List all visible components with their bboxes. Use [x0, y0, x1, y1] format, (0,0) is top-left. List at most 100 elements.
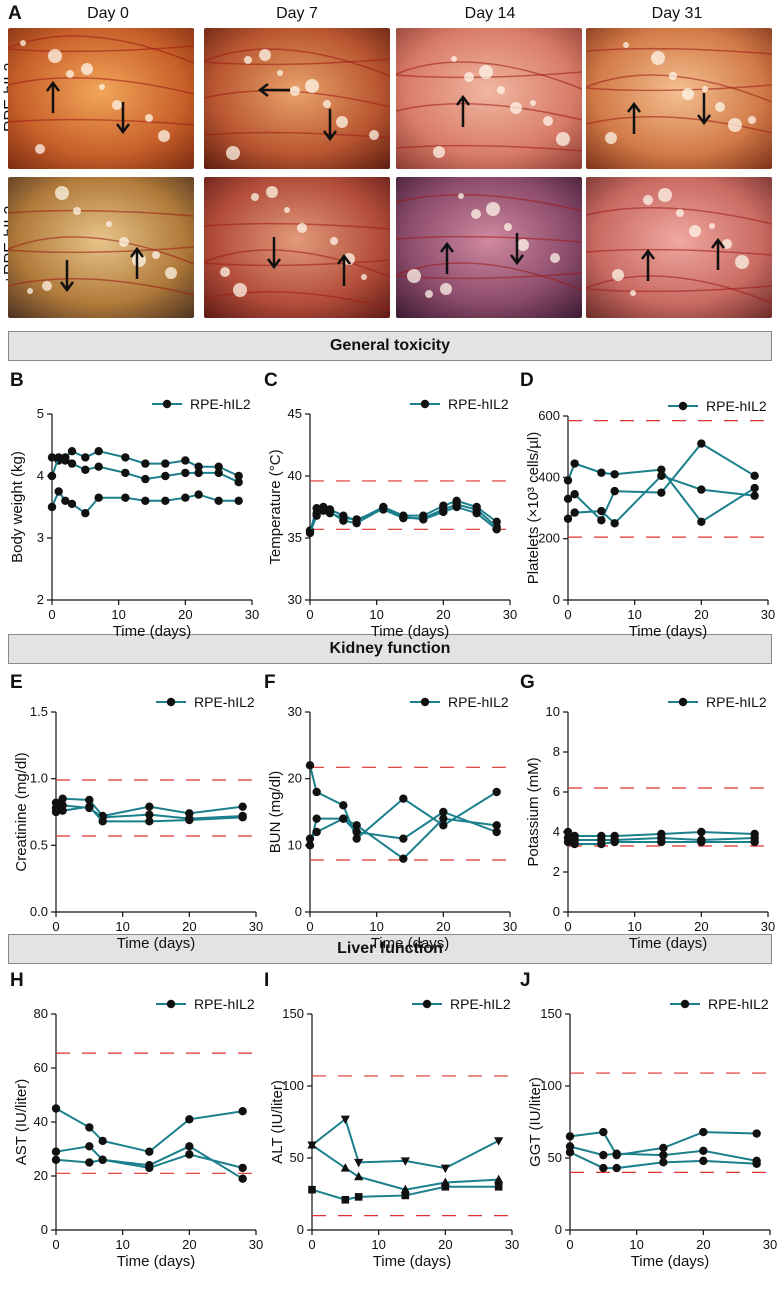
blood-vessel — [8, 118, 194, 126]
blood-vessel — [8, 35, 194, 64]
y-tick-label: 50 — [548, 1150, 562, 1165]
nodule — [290, 86, 300, 96]
nodule — [106, 221, 112, 227]
data-point — [697, 827, 706, 837]
nodule — [55, 186, 69, 200]
y-tick-label: 30 — [288, 704, 302, 719]
data-point — [697, 517, 706, 526]
data-point — [145, 802, 154, 811]
data-point — [570, 839, 579, 849]
day-label-0: Day 0 — [87, 5, 129, 22]
nodule — [669, 72, 677, 80]
nodule — [702, 86, 708, 92]
x-axis-label: Time (days) — [373, 1253, 452, 1270]
data-point — [94, 493, 103, 502]
blood-vessel — [396, 103, 582, 121]
data-point — [612, 1163, 621, 1173]
data-point — [98, 817, 107, 826]
legend-marker — [420, 697, 430, 707]
data-point — [58, 806, 67, 815]
arrow-up — [711, 237, 725, 270]
data-point — [352, 827, 361, 837]
nodule — [543, 116, 553, 126]
blood-vessel — [396, 235, 582, 243]
data-point — [339, 814, 348, 823]
y-tick-label: 1.0 — [30, 771, 48, 786]
data-point — [234, 471, 243, 481]
y-tick-label: 100 — [540, 1078, 562, 1093]
nodule — [471, 209, 481, 219]
data-point — [185, 815, 194, 825]
x-tick-label: 0 — [564, 919, 571, 934]
data-point — [85, 1123, 94, 1132]
data-point — [419, 515, 428, 524]
data-point — [161, 496, 170, 505]
series-line-1 — [569, 1131, 757, 1157]
y-axis-label: Body weight (kg) — [9, 451, 26, 563]
photo-background — [204, 177, 390, 318]
blood-vessel — [8, 278, 194, 296]
blood-vessel — [8, 209, 194, 217]
nodule — [464, 72, 474, 82]
nodule — [651, 51, 665, 65]
blood-vessel — [8, 236, 194, 265]
series-line-3 — [311, 1185, 499, 1201]
data-point — [657, 837, 666, 847]
data-point — [339, 516, 348, 525]
data-point — [597, 839, 606, 849]
nodule — [407, 269, 421, 283]
data-point — [54, 487, 63, 496]
series-line-2 — [55, 1145, 244, 1180]
data-point — [98, 1155, 107, 1164]
data-point — [194, 462, 203, 471]
data-point — [439, 807, 448, 817]
x-axis-label: Time (days) — [629, 623, 708, 640]
x-axis-label: Time (days) — [113, 623, 192, 640]
nodule — [297, 223, 307, 233]
blood-vessel — [204, 131, 390, 139]
data-point — [339, 801, 348, 810]
data-point — [308, 1185, 316, 1194]
y-tick-label: 10 — [288, 837, 302, 852]
y-axis-label: Platelets (×10³ cells/µl) — [525, 432, 542, 584]
data-point — [194, 468, 203, 478]
nodule — [630, 290, 636, 296]
nodule — [244, 56, 252, 64]
arrow-up — [627, 101, 641, 134]
data-point — [185, 1150, 194, 1159]
data-point — [399, 854, 408, 863]
data-point — [47, 453, 57, 462]
blood-vessel — [586, 207, 772, 225]
nodule — [361, 274, 367, 280]
nodule — [433, 146, 445, 158]
nodule — [35, 144, 45, 154]
blood-vessel — [586, 275, 772, 304]
blood-vessel — [396, 262, 582, 291]
panel-letter-e: E — [10, 672, 23, 693]
y-tick-label: 20 — [34, 1168, 48, 1183]
x-tick-label: 30 — [761, 919, 775, 934]
series-line-1 — [311, 1117, 500, 1170]
blood-vessel — [204, 48, 390, 77]
nodule — [623, 42, 629, 48]
data-point — [565, 1132, 575, 1141]
section-liver-function: Liver function — [8, 934, 772, 964]
arrow-left — [257, 83, 290, 97]
data-point — [354, 1193, 363, 1201]
nodule — [458, 193, 464, 199]
data-point — [352, 518, 361, 528]
blood-vessel — [586, 84, 772, 92]
y-tick-label: 150 — [282, 1006, 304, 1021]
legend-marker — [162, 399, 172, 409]
x-tick-label: 10 — [111, 607, 125, 622]
data-point — [439, 507, 448, 517]
nodule — [369, 130, 379, 140]
x-tick-label: 30 — [245, 607, 259, 622]
legend-label: RPE-hIL2 — [448, 396, 509, 412]
chart-d: D 0 200 400 600 0 10 20 30 Time (days) Platelets (… — [520, 370, 776, 640]
data-point — [341, 1195, 350, 1204]
photo-background — [8, 177, 194, 318]
x-tick-label: 20 — [182, 919, 196, 934]
data-point — [340, 1163, 350, 1172]
data-point — [492, 525, 501, 534]
